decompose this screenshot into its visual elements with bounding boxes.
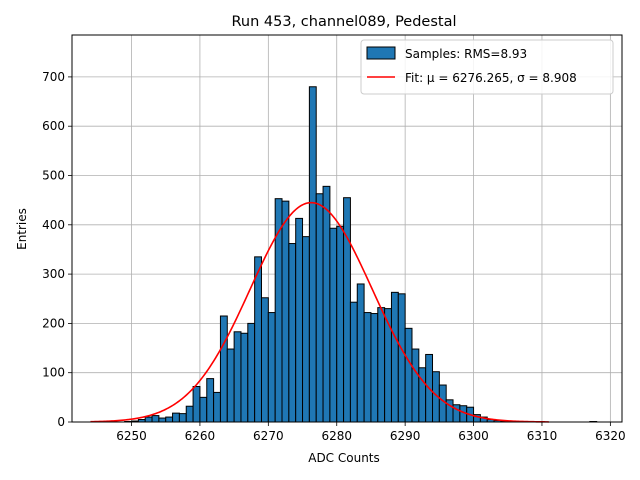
histogram-bar <box>438 384 447 423</box>
y-tick-label: 700 <box>42 70 65 84</box>
histogram-bar <box>206 378 215 423</box>
histogram-bar <box>172 412 180 423</box>
histogram-bar <box>233 331 242 423</box>
histogram-bar <box>213 391 221 423</box>
legend-label-fit: Fit: μ = 6276.265, σ = 8.908 <box>405 71 577 85</box>
histogram-bar <box>295 217 304 423</box>
histogram-bar <box>390 291 399 423</box>
histogram-bar <box>185 405 194 423</box>
histogram-bar <box>178 413 187 423</box>
histogram-bar <box>254 256 262 423</box>
histogram-bar <box>404 327 413 423</box>
histogram-bar <box>151 415 160 423</box>
histogram-bar <box>165 416 174 423</box>
x-tick-label: 6260 <box>185 429 216 443</box>
histogram-bar <box>343 197 351 423</box>
histogram-bar <box>281 200 290 423</box>
histogram-bar <box>219 315 228 423</box>
chart-title: Run 453, channel089, Pedestal <box>231 14 456 30</box>
x-tick-label: 6310 <box>527 429 558 443</box>
histogram-bar <box>302 236 310 423</box>
y-tick-label: 600 <box>42 119 65 133</box>
histogram-bar <box>288 243 297 423</box>
histogram-bar <box>377 307 386 423</box>
histogram-bar <box>240 332 249 423</box>
legend-box <box>360 39 614 95</box>
axes-frame <box>71 34 623 423</box>
histogram-bar <box>267 312 276 423</box>
histogram-bar <box>192 386 201 423</box>
histogram-bar <box>411 348 420 423</box>
histogram-bar <box>363 312 372 423</box>
y-tick-label: 500 <box>42 169 65 183</box>
y-tick-label: 0 <box>57 415 65 429</box>
legend-swatch-samples <box>366 46 396 60</box>
y-axis-label: Entries <box>15 208 29 250</box>
histogram-bar <box>226 348 235 423</box>
histogram-bar <box>315 193 324 423</box>
x-axis-ticks: 6250 6260 6270 6280 6290 6300 6310 6320 <box>116 422 626 443</box>
histogram-bar <box>370 313 379 423</box>
histogram-bar <box>349 301 358 423</box>
histogram-bar <box>418 367 427 423</box>
histogram-bar <box>199 396 208 423</box>
histogram-bar <box>158 417 167 423</box>
x-tick-label: 6280 <box>321 429 352 443</box>
histogram-bar <box>329 227 338 423</box>
histogram-bar <box>260 297 269 423</box>
legend: Samples: RMS=8.93 Fit: μ = 6276.265, σ =… <box>360 39 614 95</box>
y-tick-label: 200 <box>42 316 65 330</box>
histogram-bar <box>308 86 317 423</box>
y-tick-label: 400 <box>42 218 65 232</box>
y-tick-label: 300 <box>42 267 65 281</box>
x-tick-label: 6270 <box>253 429 284 443</box>
x-tick-label: 6290 <box>390 429 421 443</box>
histogram-bar <box>322 185 331 423</box>
y-tick-label: 100 <box>42 366 65 380</box>
histogram-bar <box>397 293 406 423</box>
histogram-bar <box>336 225 345 423</box>
fit-curve-layer <box>90 201 549 423</box>
y-axis-ticks: 0 100 200 300 400 500 600 700 <box>42 70 72 429</box>
histogram-bar <box>247 322 256 423</box>
histogram-bar <box>144 416 153 423</box>
x-tick-label: 6320 <box>595 429 626 443</box>
histogram-bar <box>356 283 365 423</box>
legend-label-samples: Samples: RMS=8.93 <box>405 47 527 61</box>
x-tick-label: 6250 <box>116 429 147 443</box>
histogram-bars <box>124 86 598 423</box>
x-axis-label: ADC Counts <box>308 451 380 465</box>
histogram-bar <box>384 308 392 423</box>
gaussian-fit-line <box>90 201 549 423</box>
x-tick-label: 6300 <box>458 429 489 443</box>
